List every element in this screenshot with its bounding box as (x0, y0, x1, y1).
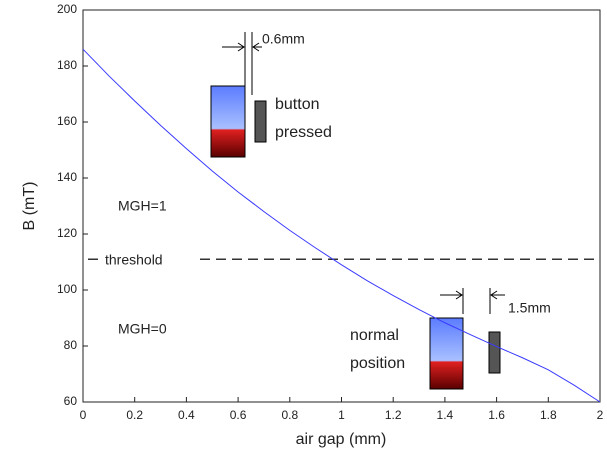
annotation: normal (350, 327, 399, 344)
annotation: threshold (105, 252, 163, 268)
y-tick-label: 80 (64, 338, 78, 352)
x-tick-label: 0.6 (230, 408, 247, 422)
annotation: MGH=1 (118, 198, 167, 214)
y-tick-label: 120 (57, 226, 77, 240)
x-tick-label: 1.6 (488, 408, 505, 422)
y-tick-label: 100 (57, 282, 77, 296)
y-tick-label: 160 (57, 114, 77, 128)
annotation: button (275, 96, 319, 113)
annotation: position (350, 355, 405, 372)
data-line (82, 48, 601, 403)
annotation: MGH=0 (118, 321, 167, 337)
x-tick-label: 1.8 (540, 408, 557, 422)
annotation: 1.5mm (508, 300, 551, 316)
magnet-normal (429, 288, 505, 390)
y-tick-label: 140 (57, 170, 77, 184)
x-tick-label: 0.4 (178, 408, 195, 422)
x-tick-label: 1 (338, 408, 345, 422)
x-axis-title: air gap (mm) (296, 431, 387, 448)
y-tick-label: 200 (57, 2, 77, 16)
annotation: 0.6mm (262, 31, 305, 47)
y-tick-label: 60 (64, 394, 78, 408)
x-tick-label: 2 (597, 408, 604, 422)
y-axis-title: B (mT) (21, 182, 38, 231)
y-tick-label: 180 (57, 58, 77, 72)
magnet-pressed (210, 32, 267, 158)
x-tick-label: 0 (80, 408, 87, 422)
x-tick-label: 0.2 (126, 408, 143, 422)
x-tick-label: 0.8 (281, 408, 298, 422)
annotation: pressed (275, 124, 332, 141)
x-tick-label: 1.4 (437, 408, 454, 422)
x-tick-label: 1.2 (385, 408, 402, 422)
